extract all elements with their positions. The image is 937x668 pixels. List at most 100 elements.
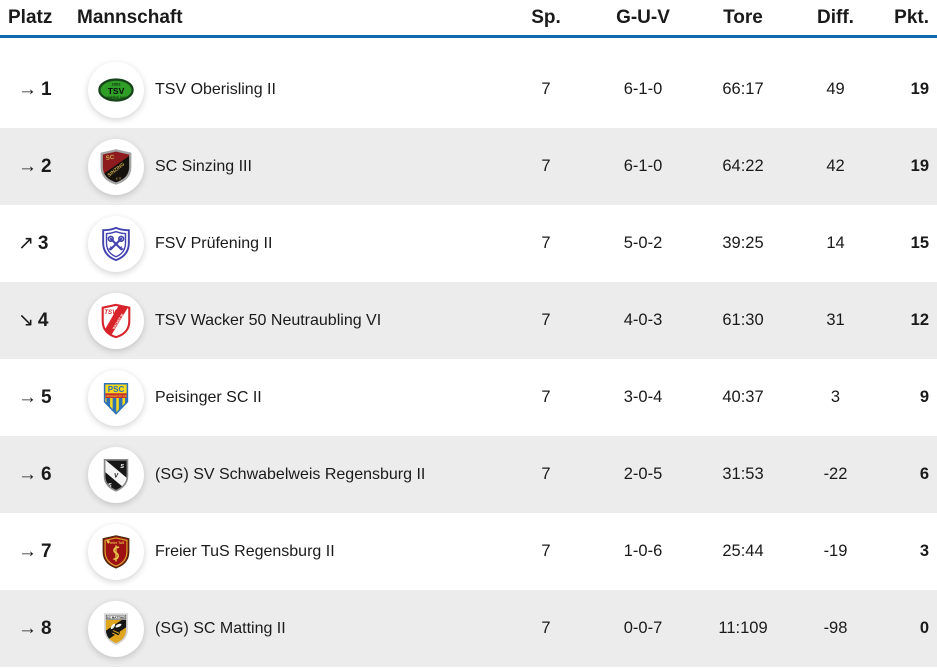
trend-up-icon: ↗	[18, 233, 34, 254]
club-logo-cell: SC SINZING e.V.	[77, 138, 155, 195]
goal-diff: -98	[823, 619, 848, 637]
column-header-pkt: Pkt.	[894, 6, 929, 28]
column-header-sp: Sp.	[531, 6, 561, 28]
column-header-guv: G-U-V	[616, 6, 670, 28]
table-row[interactable]: → 2 SC SINZING e.V.	[0, 128, 937, 205]
win-draw-loss: 6-1-0	[623, 80, 663, 98]
club-logo-cell	[77, 215, 155, 272]
club-logo-cell: TSV WACKER 50	[77, 292, 155, 349]
svg-text:SC: SC	[105, 153, 115, 161]
table-row[interactable]: ↗ 3 FSV Prüfeni	[0, 205, 937, 282]
freier-tus-regensburg-logo-icon: Freier TuS	[102, 534, 130, 569]
svg-text:Freier TuS: Freier TuS	[108, 540, 125, 544]
goals: 11:109	[718, 619, 768, 637]
svg-text:TSV: TSV	[108, 85, 125, 95]
svg-text:OBERISLING: OBERISLING	[106, 96, 127, 100]
club-logo-cell: 1863 TSV OBERISLING	[77, 61, 155, 118]
points: 12	[910, 311, 929, 329]
team-name[interactable]: Peisinger SC II	[155, 388, 262, 406]
matches-played: 7	[541, 311, 551, 329]
points: 19	[910, 80, 929, 98]
club-logo: SC SINZING e.V.	[88, 138, 144, 195]
rank-number: 4	[37, 310, 49, 331]
rank-number: 3	[37, 233, 49, 254]
goal-diff: 14	[826, 234, 845, 252]
sv-schwabelweis-logo-icon: S V S	[103, 458, 129, 492]
club-logo: S V S	[88, 446, 144, 503]
table-body: → 1 1863 TSV OBERISLING TSV Oberisling II…	[0, 51, 937, 667]
rank-cell: → 2	[0, 157, 77, 176]
sc-matting-logo-icon: SC MATTING	[104, 612, 128, 645]
team-name[interactable]: (SG) SV Schwabelweis Regensburg II	[155, 465, 426, 483]
table-row[interactable]: → 5 PEISINGER SC 1961 P	[0, 359, 937, 436]
points: 6	[919, 465, 929, 483]
points: 3	[919, 542, 929, 560]
sc-sinzing-logo-icon: SC SINZING e.V.	[100, 148, 132, 185]
table-row[interactable]: → 6 S V S	[0, 436, 937, 513]
trend-same-icon: →	[18, 387, 37, 408]
goal-diff: 31	[826, 311, 845, 329]
svg-text:PSC: PSC	[108, 384, 125, 393]
points: 15	[910, 234, 929, 252]
svg-text:1863: 1863	[112, 81, 122, 86]
goals: 31:53	[722, 465, 764, 483]
rank-number: 7	[41, 541, 52, 562]
goal-diff: 42	[826, 157, 845, 175]
win-draw-loss: 1-0-6	[623, 542, 663, 560]
club-logo-cell: Freier TuS	[77, 523, 155, 580]
matches-played: 7	[541, 465, 551, 483]
win-draw-loss: 4-0-3	[623, 311, 663, 329]
club-logo: TSV WACKER 50	[88, 292, 144, 349]
peisinger-sc-logo-icon: PEISINGER SC 1961 PSC	[103, 382, 129, 415]
table-row[interactable]: → 1 1863 TSV OBERISLING TSV Oberisling II…	[0, 51, 937, 128]
matches-played: 7	[541, 619, 551, 637]
table-header: Platz Mannschaft Sp. G-U-V Tore Diff. Pk…	[0, 0, 937, 38]
goal-diff: 3	[830, 388, 841, 406]
table-row[interactable]: → 7 Freier TuS Freier TuS Regensburg II 7…	[0, 513, 937, 590]
table-row[interactable]: ↘ 4 TSV WACKER 50 TSV Wa	[0, 282, 937, 359]
fsv-pruefening-logo-icon	[102, 226, 130, 261]
trend-same-icon: →	[18, 464, 37, 485]
team-name[interactable]: (SG) SC Matting II	[155, 619, 286, 637]
column-header-tore: Tore	[723, 6, 763, 28]
points: 0	[919, 619, 929, 637]
team-name[interactable]: TSV Wacker 50 Neutraubling VI	[155, 311, 382, 329]
table-row[interactable]: → 8 SC MATTING	[0, 590, 937, 667]
goal-diff: -22	[823, 465, 848, 483]
goals: 40:37	[722, 388, 764, 406]
tsv-wacker-neutraubling-logo-icon: TSV WACKER 50	[101, 303, 131, 338]
rank-cell: ↗ 3	[0, 234, 77, 253]
trend-same-icon: →	[18, 156, 37, 177]
goals: 61:30	[722, 311, 764, 329]
rank-cell: → 1	[0, 80, 77, 99]
svg-text:PEISINGER SC 1961: PEISINGER SC 1961	[103, 394, 129, 398]
team-name[interactable]: SC Sinzing III	[155, 157, 252, 175]
points: 9	[919, 388, 929, 406]
trend-down-icon: ↘	[18, 310, 34, 331]
trend-same-icon: →	[18, 618, 37, 639]
rank-cell: → 8	[0, 619, 77, 638]
header-gap	[0, 38, 937, 51]
win-draw-loss: 5-0-2	[623, 234, 663, 252]
club-logo-cell: S V S	[77, 446, 155, 503]
win-draw-loss: 2-0-5	[623, 465, 663, 483]
team-name[interactable]: TSV Oberisling II	[155, 80, 276, 98]
column-header-mannschaft: Mannschaft	[77, 6, 183, 28]
goals: 25:44	[722, 542, 764, 560]
svg-text:TSV: TSV	[104, 308, 117, 315]
column-header-diff: Diff.	[817, 6, 854, 28]
team-name[interactable]: Freier TuS Regensburg II	[155, 542, 335, 560]
rank-number: 6	[41, 464, 52, 485]
tsv-oberisling-logo-icon: 1863 TSV OBERISLING	[98, 77, 134, 102]
svg-text:e.V.: e.V.	[116, 176, 122, 180]
svg-text:S: S	[108, 482, 112, 488]
team-name[interactable]: FSV Prüfening II	[155, 234, 273, 252]
club-logo: Freier TuS	[88, 523, 144, 580]
win-draw-loss: 3-0-4	[623, 388, 663, 406]
svg-text:SC MATTING: SC MATTING	[107, 615, 126, 619]
club-logo: 1863 TSV OBERISLING	[88, 61, 144, 118]
matches-played: 7	[541, 542, 551, 560]
goals: 66:17	[722, 80, 764, 98]
points: 19	[910, 157, 929, 175]
matches-played: 7	[541, 80, 551, 98]
